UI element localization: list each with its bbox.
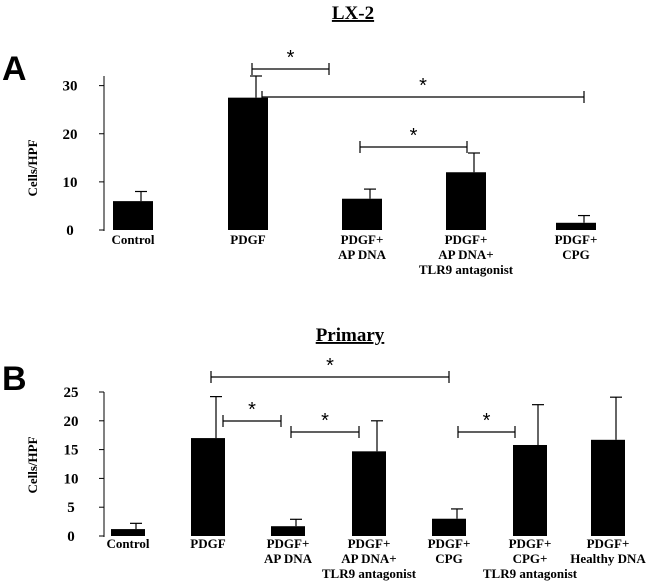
panel-b-bar	[271, 526, 305, 536]
panel-a-category-label: PDGF	[230, 232, 265, 247]
panel-b-y-tick-label: 5	[67, 500, 75, 516]
panel-b-bar	[111, 529, 145, 536]
panel-a-category-label: CPG	[562, 247, 589, 262]
panel-b-significance-label: *	[326, 355, 334, 377]
panel-b-bar	[513, 444, 547, 536]
panel-b-significance-label: *	[248, 399, 256, 421]
panel-b-bar	[432, 518, 466, 536]
panel-b-category-label: AP DNA	[264, 551, 313, 566]
panel-b-category-label: CPG+	[513, 551, 548, 566]
panel-b-significance-label: *	[321, 410, 329, 432]
panel-b-ylabel: Cells/HPF	[25, 436, 40, 493]
panel-a-significance-label: *	[419, 75, 427, 97]
panel-a-category-label: TLR9 antagonist	[419, 262, 514, 277]
panel-b-category-label: TLR9 antagonist	[483, 566, 578, 581]
panel-a-category-label: PDGF+	[555, 232, 598, 247]
panel-b-category-label: PDGF	[190, 536, 225, 551]
panel-b-significance-label: *	[483, 410, 491, 432]
panel-b-y-tick-label: 0	[67, 529, 75, 545]
panel-a-significance-label: *	[410, 125, 418, 147]
panel-b-title: Primary	[316, 325, 385, 346]
panel-a-bar	[228, 97, 268, 230]
panel-a-title: LX-2	[332, 3, 374, 24]
panel-b-bar	[191, 438, 225, 536]
panel-b-category-label: PDGF+	[509, 536, 552, 551]
panel-b-category-label: PDGF+	[587, 536, 630, 551]
panel-b-bar	[591, 439, 625, 536]
panel-b-label: B	[2, 360, 27, 398]
panel-a-y-tick-label: 10	[63, 175, 78, 191]
panel-b-y-tick-label: 10	[64, 471, 79, 487]
panel-a-category-label: PDGF+	[341, 232, 384, 247]
panel-b-category-label: TLR9 antagonist	[322, 566, 417, 581]
panel-a-category-label: PDGF+	[445, 232, 488, 247]
panel-a-significance-label: *	[287, 47, 295, 69]
panel-a-bar	[556, 222, 596, 230]
panel-b-y-tick-label: 20	[64, 414, 79, 430]
panel-b-bar	[352, 451, 386, 536]
panel-b-y-tick-label: 25	[64, 385, 79, 401]
panel-a-bar	[342, 198, 382, 230]
panel-b-category-label: Control	[106, 536, 149, 551]
panel-b-category-label: PDGF+	[428, 536, 471, 551]
panel-b-category-label: PDGF+	[267, 536, 310, 551]
panel-a-category-label: AP DNA+	[438, 247, 493, 262]
panel-a-y-tick-label: 0	[66, 223, 74, 239]
panel-b-category-label: AP DNA+	[341, 551, 396, 566]
panel-a-category-label: Control	[111, 232, 154, 247]
panel-a-ylabel: Cells/HPF	[25, 139, 40, 196]
panel-b-category-label: PDGF+	[348, 536, 391, 551]
panel-b-category-label: Healthy DNA	[570, 551, 646, 566]
panel-a-y-tick-label: 30	[63, 79, 78, 95]
panel-a-bar	[113, 201, 153, 230]
panel-b-category-label: CPG	[435, 551, 462, 566]
panel-a-category-label: AP DNA	[338, 247, 387, 262]
panel-a-bar	[446, 172, 486, 230]
panel-a-y-tick-label: 20	[63, 127, 78, 143]
panel-b-y-tick-label: 15	[64, 443, 79, 459]
panel-a-label: A	[2, 50, 27, 88]
